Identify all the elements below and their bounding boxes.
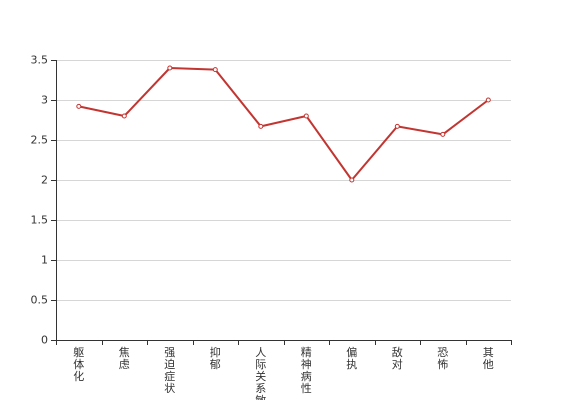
y-tick-label: 0.5 [31, 294, 49, 307]
x-tick-label: 偏执 [346, 345, 357, 371]
y-tick-label: 2.5 [31, 134, 49, 147]
x-tick-label: 焦虑 [119, 346, 130, 371]
data-point[interactable] [258, 123, 264, 129]
y-tick-label: 1 [41, 254, 48, 267]
series-line [78, 67, 489, 181]
x-tick-label: 人际关系敏感 [255, 346, 266, 400]
data-point[interactable] [76, 103, 82, 109]
y-tick-label: 0 [41, 334, 48, 347]
x-tick-label: 强迫症状 [164, 346, 175, 395]
x-tick-label: 其他 [483, 346, 494, 371]
data-point[interactable] [485, 97, 491, 103]
data-point[interactable] [303, 113, 309, 119]
y-tick-label: 2 [41, 174, 48, 187]
data-point[interactable] [349, 177, 355, 183]
data-point[interactable] [440, 131, 446, 137]
y-tick-label: 3 [41, 94, 48, 107]
y-tick-label: 3.5 [31, 54, 49, 67]
x-tick-label: 精神病性 [301, 346, 312, 395]
data-point[interactable] [212, 67, 218, 73]
data-point[interactable] [121, 113, 127, 119]
series-layer [76, 65, 491, 183]
x-axis-ticks: 躯体化 焦虑 强迫症状 抑郁 人际关系敏感 精神病性 偏执 敌对 恐怖 其他 [56, 340, 512, 400]
data-point[interactable] [394, 123, 400, 129]
x-tick-label: 抑郁 [210, 345, 221, 371]
x-tick-label: 恐怖 [437, 346, 448, 371]
data-point[interactable] [167, 65, 173, 71]
x-tick-label: 敌对 [392, 345, 403, 371]
grid-lines [56, 60, 511, 301]
axes [56, 60, 511, 341]
x-tick-label: 躯体化 [73, 346, 84, 383]
y-axis-ticks: 0 0.5 1 1.5 2 2.5 3 3.5 [31, 54, 56, 347]
y-tick-label: 1.5 [31, 214, 49, 227]
